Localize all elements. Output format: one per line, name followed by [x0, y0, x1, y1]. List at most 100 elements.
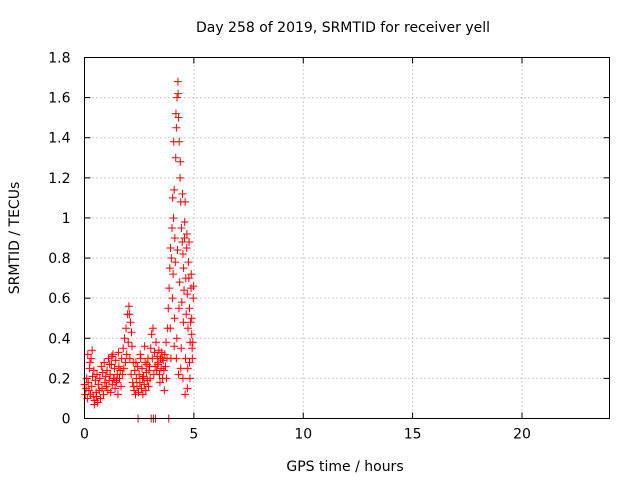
data-point	[97, 362, 106, 371]
data-point	[185, 358, 194, 367]
data-point	[146, 374, 155, 383]
data-point	[141, 358, 150, 367]
data-point	[182, 310, 191, 319]
data-point	[91, 376, 100, 385]
data-point	[152, 338, 161, 347]
y-tick-label: 0.4	[48, 331, 70, 347]
data-point	[178, 238, 187, 247]
x-tick-label: 0	[80, 427, 89, 443]
data-point	[138, 364, 147, 373]
data-point	[181, 197, 190, 206]
data-point	[141, 386, 150, 395]
data-point	[176, 173, 185, 182]
data-point	[178, 250, 187, 259]
data-point	[126, 318, 135, 327]
data-point	[179, 318, 188, 327]
data-point	[188, 344, 197, 353]
data-point	[113, 390, 122, 399]
chart-title: Day 258 of 2019, SRMTID for receiver yel…	[196, 20, 490, 36]
data-point	[121, 358, 130, 367]
data-point	[98, 384, 106, 393]
data-point	[173, 246, 182, 255]
data-point	[117, 354, 126, 363]
y-tick-label: 0	[62, 412, 71, 428]
data-point	[172, 334, 181, 343]
data-point	[140, 380, 149, 389]
data-point	[169, 270, 178, 279]
data-point	[93, 398, 102, 407]
data-point	[178, 374, 187, 383]
data-point	[82, 374, 91, 383]
data-point	[172, 123, 181, 132]
data-point	[144, 382, 153, 391]
data-point	[125, 310, 134, 319]
data-point	[148, 324, 157, 333]
data-point	[112, 376, 121, 385]
data-point	[140, 342, 149, 351]
data-point	[183, 384, 192, 393]
data-point	[162, 374, 171, 383]
data-point	[175, 304, 183, 313]
data-point	[171, 258, 180, 267]
data-point	[174, 113, 183, 122]
data-point	[181, 390, 190, 399]
data-point	[129, 382, 138, 391]
data-point	[127, 342, 136, 351]
data-point	[117, 382, 126, 391]
data-point	[173, 93, 182, 102]
data-point	[158, 354, 167, 363]
data-point	[159, 366, 168, 375]
data-point	[105, 360, 114, 369]
data-point	[134, 388, 143, 397]
data-point	[100, 358, 109, 367]
data-point	[186, 318, 195, 327]
data-point	[138, 374, 147, 383]
data-point	[184, 258, 193, 267]
data-point	[131, 358, 140, 367]
data-point	[105, 376, 114, 385]
data-point	[108, 350, 117, 359]
data-point	[146, 344, 155, 353]
data-point	[137, 384, 146, 393]
data-point	[180, 286, 189, 295]
data-point	[170, 185, 179, 194]
data-point	[180, 217, 189, 226]
data-point	[90, 400, 99, 409]
y-tick-label: 0.2	[48, 371, 70, 387]
data-point	[177, 298, 186, 307]
data-point	[168, 193, 177, 202]
data-point	[108, 380, 117, 389]
data-point	[153, 360, 162, 369]
data-point	[166, 324, 175, 333]
data-point	[183, 290, 192, 299]
data-point	[187, 270, 196, 279]
data-point	[169, 213, 178, 222]
data-point	[185, 374, 194, 383]
grid-lines	[84, 57, 610, 419]
data-point	[168, 223, 176, 232]
data-point	[106, 388, 115, 397]
data-point	[139, 372, 148, 381]
data-point	[171, 109, 180, 118]
y-tick-label: 1.4	[48, 131, 70, 147]
data-point	[145, 366, 154, 375]
y-tick-label: 0.6	[48, 291, 70, 307]
data-point	[127, 328, 136, 337]
data-point	[136, 350, 145, 359]
data-point	[89, 366, 98, 375]
data-point	[174, 89, 183, 98]
data-point	[83, 350, 92, 359]
data-point	[183, 324, 192, 333]
data-point	[169, 137, 178, 146]
data-point	[152, 366, 161, 375]
data-point	[84, 386, 93, 395]
data-point	[161, 362, 170, 371]
data-point	[135, 378, 144, 387]
x-axis-label: GPS time / hours	[286, 459, 403, 475]
data-point	[171, 153, 180, 162]
data-point	[88, 372, 97, 381]
data-point	[124, 302, 133, 311]
data-point	[111, 384, 120, 393]
data-point	[94, 380, 103, 389]
